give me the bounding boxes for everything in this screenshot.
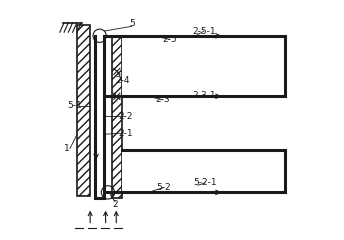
Text: 5-1: 5-1 (67, 101, 82, 110)
Text: 2-2: 2-2 (118, 112, 133, 121)
Text: 2-5-1: 2-5-1 (192, 27, 216, 36)
Text: 2-5: 2-5 (162, 35, 177, 44)
Bar (122, 36, 285, 96)
Bar (77, 25, 90, 196)
Text: 5-2-1: 5-2-1 (193, 178, 217, 187)
Text: 2-4: 2-4 (115, 76, 129, 85)
Text: 2-3: 2-3 (155, 95, 170, 104)
Text: 1: 1 (64, 144, 69, 153)
Bar (111, 36, 122, 198)
Text: 2-3-1: 2-3-1 (192, 90, 216, 100)
Text: 2-1: 2-1 (118, 129, 133, 138)
Text: 5-2: 5-2 (157, 183, 171, 192)
Bar (122, 150, 285, 192)
Text: 5: 5 (129, 19, 135, 28)
Text: 2: 2 (112, 200, 118, 209)
